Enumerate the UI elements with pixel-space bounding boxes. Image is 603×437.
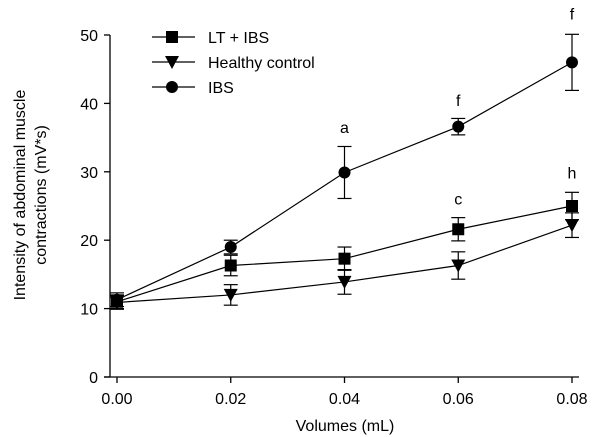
legend-entry: IBS [152, 80, 234, 97]
y-tick-label: 0 [89, 370, 98, 387]
legend-marker [165, 56, 179, 69]
data-point [224, 241, 237, 254]
y-tick-label: 10 [80, 302, 98, 319]
data-point [452, 120, 465, 133]
legend-label: LT + IBS [208, 30, 269, 47]
annotation-label: f [570, 6, 575, 23]
series-ibs [110, 33, 579, 308]
annotation-label: c [454, 192, 462, 209]
x-axis-title: Volumes (mL) [296, 418, 395, 435]
tick-marks [104, 34, 573, 383]
data-point [224, 259, 237, 272]
data-point [111, 293, 123, 306]
data-point [451, 259, 466, 273]
legend-marker [166, 81, 178, 93]
x-tick-label: 0.04 [329, 391, 360, 408]
data-point [337, 275, 352, 289]
legend-label: IBS [208, 80, 234, 97]
data-series [110, 33, 579, 310]
legend-marker [166, 31, 178, 43]
data-point [338, 166, 351, 179]
x-tick-label: 0.08 [556, 391, 587, 408]
y-tick-label: 50 [80, 28, 98, 45]
legend-label: Healthy control [208, 55, 315, 72]
data-point [338, 252, 351, 265]
x-tick-label: 0.00 [101, 391, 132, 408]
legend-entry: LT + IBS [152, 30, 269, 47]
annotation-label: h [568, 166, 577, 183]
axes [104, 35, 579, 378]
y-tick-label: 20 [80, 233, 98, 250]
annotation-label: a [340, 120, 349, 137]
data-point [566, 56, 578, 69]
data-point [566, 200, 578, 212]
legend: LT + IBS Healthy control IBS [152, 30, 315, 97]
data-point [223, 288, 238, 302]
x-tick-label: 0.02 [215, 391, 246, 408]
y-axis-title-line-2: contractions (mV*s) [33, 125, 50, 265]
x-tick-label: 0.06 [443, 391, 474, 408]
y-tick-label: 40 [80, 96, 98, 113]
legend-entry: Healthy control [152, 55, 315, 72]
y-tick-label: 30 [80, 165, 98, 182]
y-axis-title-line-1: Intensity of abdominal muscle [12, 90, 29, 301]
annotation-label: f [456, 93, 461, 110]
data-point [452, 223, 465, 236]
y-axis-title: Intensity of abdominal muscle contractio… [12, 90, 50, 301]
tick-labels: 0 10 20 30 40 50 0.00 0.02 0.04 0.06 0.08 [80, 28, 587, 408]
data-point [565, 219, 579, 233]
significance-annotations: a f f c h [340, 6, 576, 208]
